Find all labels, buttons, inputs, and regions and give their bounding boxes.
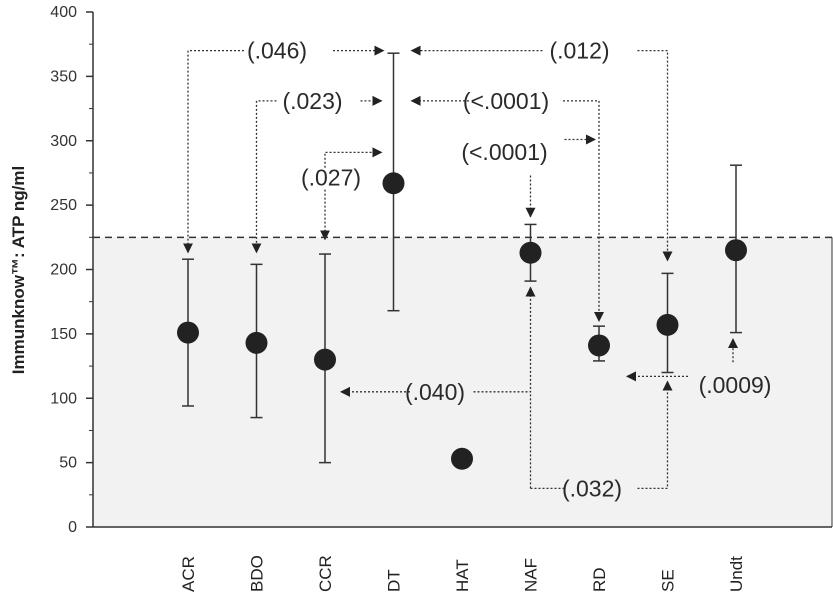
annotation-0-label: (.046) [247, 38, 307, 64]
x-tick-labels: ACR BDO CCR DT HAT NAF RD SE Undt [179, 555, 746, 592]
x-tick-label: DT [385, 569, 404, 592]
data-point-acr [177, 321, 199, 344]
data-point-ccr [314, 348, 336, 371]
annotation-2-label: (.027) [301, 165, 361, 191]
y-tick-label: 400 [50, 4, 77, 21]
y-tick-label: 0 [68, 519, 77, 536]
annotation-5-label: (<.0001) [461, 139, 547, 165]
annotation-4-line-a [563, 100, 604, 322]
data-point-hat [451, 447, 473, 470]
y-tick-label: 200 [50, 262, 77, 279]
annotation-2-line-b [324, 147, 383, 168]
data-point-rd [588, 334, 610, 357]
data-point-se [656, 313, 679, 336]
annotation-6-label: (.040) [405, 379, 465, 405]
annotation-1-line-a [251, 100, 277, 254]
y-tick-label: 50 [59, 455, 77, 472]
y-tick-label: 250 [50, 197, 77, 214]
x-tick-label: CCR [316, 555, 335, 592]
x-tick-label: RD [590, 567, 609, 592]
data-point-dt [382, 172, 405, 195]
annotation-0-line-a [183, 49, 244, 254]
x-tick-label: SE [659, 569, 678, 592]
y-ticks: 0 50 100 150 200 250 300 350 400 [50, 4, 93, 536]
annotation-labels: (.046)(.023)(.027)(.012)(<.0001)(<.0001)… [247, 38, 771, 502]
annotation-7-line-c [637, 380, 673, 490]
annotation-lines [183, 45, 738, 490]
y-tick-label: 300 [50, 133, 77, 150]
y-axis-label: Immunknow™: ATP ng/ml [9, 166, 28, 374]
x-tick-label: ACR [179, 556, 198, 592]
annotation-3-line-a [637, 49, 673, 262]
x-tick-label: NAF [522, 558, 541, 592]
shaded-region [93, 237, 832, 527]
data-points [177, 172, 747, 470]
annotation-4-label: (<.0001) [463, 88, 549, 114]
data-point-naf [519, 241, 542, 264]
annotation-1-label: (.023) [282, 88, 342, 114]
y-tick-label: 150 [50, 326, 77, 343]
annotation-3-label: (.012) [549, 38, 609, 64]
annotation-7-label: (.032) [562, 475, 622, 501]
data-point-undt [725, 239, 747, 262]
x-tick-label: BDO [248, 555, 267, 592]
y-tick-label: 350 [50, 68, 77, 85]
y-tick-label: 100 [50, 390, 77, 407]
x-tick-label: HAT [453, 559, 472, 592]
x-tick-label: Undt [727, 556, 746, 592]
data-point-bdo [245, 331, 268, 354]
annotation-8-label: (.0009) [699, 372, 772, 398]
